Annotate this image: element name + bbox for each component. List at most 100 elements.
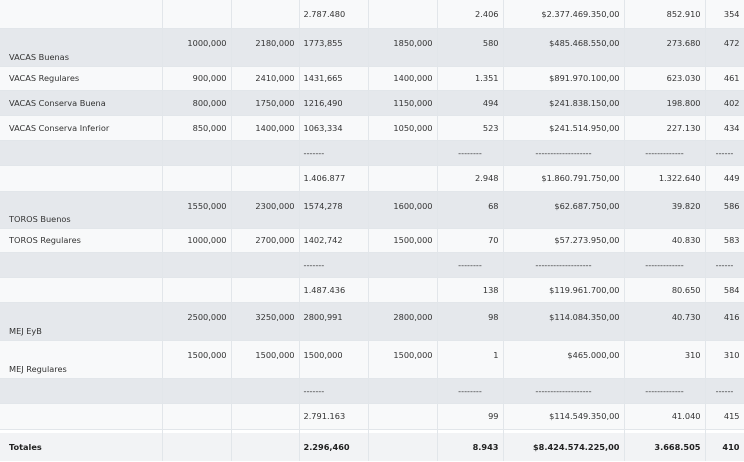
cell-col-1 [162, 165, 232, 192]
cell-col-2: 2180,000 [231, 28, 300, 67]
cell-col-2 [231, 140, 300, 166]
cell-category: VACAS Buenas [0, 28, 163, 67]
cell-col-3: 2.296,460 [299, 433, 369, 461]
cell-col-7: 198.800 [624, 90, 706, 116]
cell-col-3: 1.406.877 [299, 165, 369, 192]
cell-col-2: 2410,000 [231, 66, 300, 91]
cell-col-6: $62.687.750,00 [503, 191, 625, 229]
cell-col-1 [162, 277, 232, 303]
cell-col-6: $485.468.550,00 [503, 28, 625, 67]
cell-col-8: 415 [705, 403, 744, 430]
cell-col-5: -------- [437, 252, 504, 278]
spacer-cell [299, 429, 369, 433]
cell-col-5: 138 [437, 277, 504, 303]
cell-col-8: 354 [705, 0, 744, 29]
cell-col-2 [231, 165, 300, 192]
table-row: VACAS Buenas 1000,000 2180,000 1773,855 1850… [0, 28, 744, 67]
cell-col-6: $1.860.791.750,00 [503, 165, 625, 192]
cell-col-8: ------ [705, 252, 744, 278]
cell-category: TOROS Buenos [0, 191, 163, 229]
table-row: ------- -------- ------------------- ------… [0, 252, 744, 278]
cell-col-3: 2.787.480 [299, 0, 369, 29]
totals-row: Totales 2.296,460 8.943 $8.424.574.225,00 3.… [0, 433, 744, 461]
cell-category [0, 403, 163, 430]
cell-col-7: 40.830 [624, 228, 706, 253]
cell-col-1 [162, 378, 232, 404]
cell-col-7: ------------- [624, 252, 706, 278]
cell-col-5: -------- [437, 140, 504, 166]
cell-col-8: 434 [705, 115, 744, 141]
table-row: VACAS Conserva Buena 800,000 1750,000 1216,… [0, 90, 744, 116]
table-row: 1.487.436 138 $119.961.700,00 80.650 584 [0, 277, 744, 303]
cell-col-2: 1750,000 [231, 90, 300, 116]
spacer-cell [231, 429, 300, 433]
table-row: 2.787.480 2.406 $2.377.469.350,00 852.910 35… [0, 0, 744, 29]
spacer-cell [624, 429, 706, 433]
cell-col-5: -------- [437, 378, 504, 404]
cell-category [0, 165, 163, 192]
cell-col-2 [231, 277, 300, 303]
cell-category: MEJ EyB [0, 302, 163, 341]
cell-category [0, 277, 163, 303]
table-row: MEJ Regulares 1500,000 1500,000 1500,000 150… [0, 340, 744, 379]
cell-col-2: 2300,000 [231, 191, 300, 229]
spacer-cell [162, 429, 232, 433]
cell-category [0, 252, 163, 278]
cell-col-7: 227.130 [624, 115, 706, 141]
cell-col-8: 472 [705, 28, 744, 67]
cell-col-2 [231, 378, 300, 404]
cell-col-2 [231, 433, 300, 461]
cell-col-6: $241.838.150,00 [503, 90, 625, 116]
cell-col-2: 1500,000 [231, 340, 300, 379]
cell-col-7: 623.030 [624, 66, 706, 91]
cell-col-4: 1150,000 [368, 90, 438, 116]
table-row: ------- -------- ------------------- ------… [0, 140, 744, 166]
cell-col-8: 449 [705, 165, 744, 192]
table-row: TOROS Buenos 1550,000 2300,000 1574,278 1600… [0, 191, 744, 229]
cell-col-4 [368, 403, 438, 430]
cell-col-5: 68 [437, 191, 504, 229]
cell-col-1 [162, 433, 232, 461]
cell-col-4: 1050,000 [368, 115, 438, 141]
cell-col-1: 2500,000 [162, 302, 232, 341]
cell-col-1 [162, 0, 232, 29]
cell-col-3: 2.791.163 [299, 403, 369, 430]
table-row: ------- -------- ------------------- ------… [0, 378, 744, 404]
cell-col-7: 40.730 [624, 302, 706, 341]
cell-col-5: 1.351 [437, 66, 504, 91]
cell-category: VACAS Conserva Buena [0, 90, 163, 116]
cell-col-2 [231, 0, 300, 29]
cell-col-7: ------------- [624, 140, 706, 166]
cell-col-7: 3.668.505 [624, 433, 706, 461]
cell-col-7: 41.040 [624, 403, 706, 430]
cell-col-5: 580 [437, 28, 504, 67]
table-row: 2.791.163 99 $114.549.350,00 41.040 415 [0, 403, 744, 430]
cell-col-8: 586 [705, 191, 744, 229]
cell-col-4 [368, 433, 438, 461]
cell-col-6: $2.377.469.350,00 [503, 0, 625, 29]
cell-col-4 [368, 0, 438, 29]
cell-col-8: 461 [705, 66, 744, 91]
cell-col-5: 1 [437, 340, 504, 379]
cell-col-5: 98 [437, 302, 504, 341]
cell-col-5: 70 [437, 228, 504, 253]
cell-col-5: 99 [437, 403, 504, 430]
cell-col-3: 1063,334 [299, 115, 369, 141]
cell-col-8: 402 [705, 90, 744, 116]
cell-col-3: 1431,665 [299, 66, 369, 91]
cell-col-7: 39.820 [624, 191, 706, 229]
cell-col-4 [368, 252, 438, 278]
cell-col-3: 1773,855 [299, 28, 369, 67]
cell-category: VACAS Regulares [0, 66, 163, 91]
cell-col-3: ------- [299, 140, 369, 166]
cell-col-6: $114.084.350,00 [503, 302, 625, 341]
cell-col-4: 1600,000 [368, 191, 438, 229]
cell-col-1 [162, 140, 232, 166]
cell-col-6: ------------------- [503, 252, 625, 278]
cell-col-2 [231, 252, 300, 278]
cell-col-4: 2800,000 [368, 302, 438, 341]
cell-col-4: 1500,000 [368, 340, 438, 379]
spacer-cell [437, 429, 504, 433]
cell-col-5: 494 [437, 90, 504, 116]
cell-col-4 [368, 165, 438, 192]
